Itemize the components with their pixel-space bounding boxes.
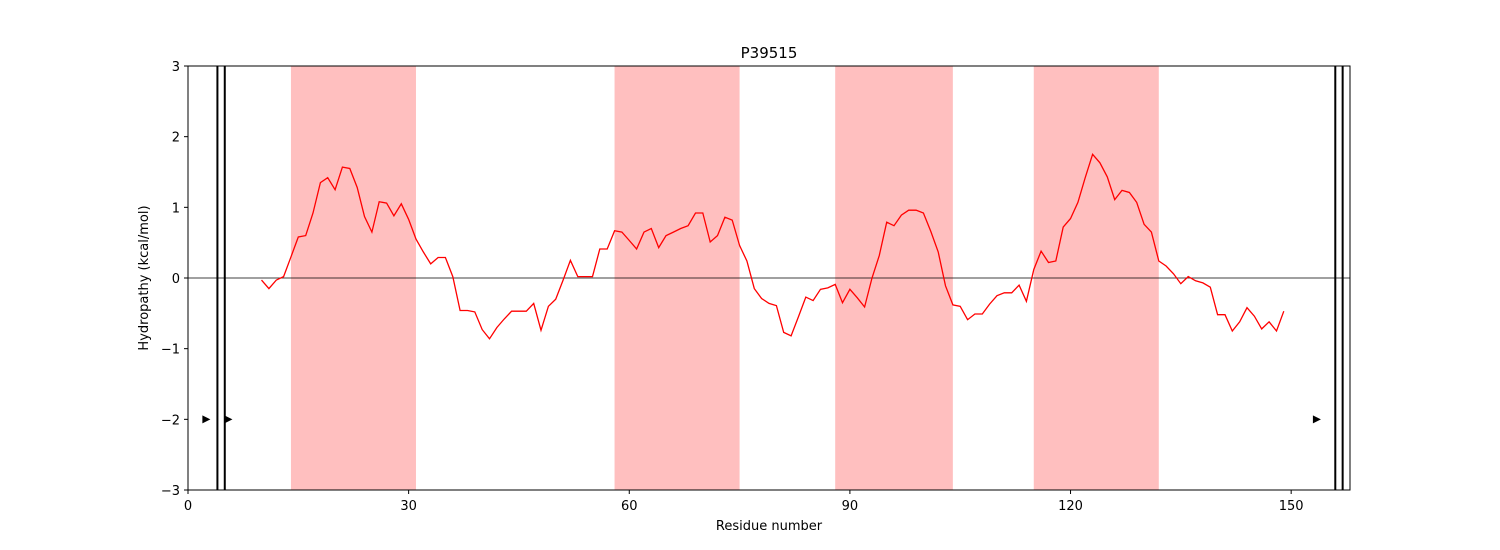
x-axis-ticks: 0 30 60 90 120 150: [184, 490, 1304, 514]
x-tick-label: 150: [1279, 499, 1304, 514]
hydropathy-line: [261, 152, 1285, 340]
y-axis-ticks: −3 −2 −1 0 1 2 3: [161, 60, 188, 499]
y-axis-label: Hydropathy (kcal/mol): [137, 205, 152, 350]
direction-marker-3: [1312, 415, 1321, 424]
y-tick-label: 1: [172, 201, 180, 216]
y-tick-label: −1: [161, 343, 180, 358]
x-tick-label: 90: [842, 499, 859, 514]
y-tick-label: 2: [172, 131, 180, 146]
y-tick-label: −2: [161, 413, 180, 428]
chart-title: P39515: [741, 44, 798, 62]
y-tick-label: −3: [161, 484, 180, 499]
x-tick-label: 120: [1058, 499, 1083, 514]
direction-marker-1: [202, 415, 211, 424]
x-tick-label: 60: [621, 499, 638, 514]
x-tick-label: 0: [184, 499, 192, 514]
x-axis-label: Residue number: [716, 519, 823, 534]
direction-markers: [202, 415, 1321, 424]
direction-marker-2: [224, 415, 233, 424]
y-tick-label: 3: [172, 60, 180, 75]
x-tick-label: 30: [400, 499, 417, 514]
y-tick-label: 0: [172, 272, 180, 287]
